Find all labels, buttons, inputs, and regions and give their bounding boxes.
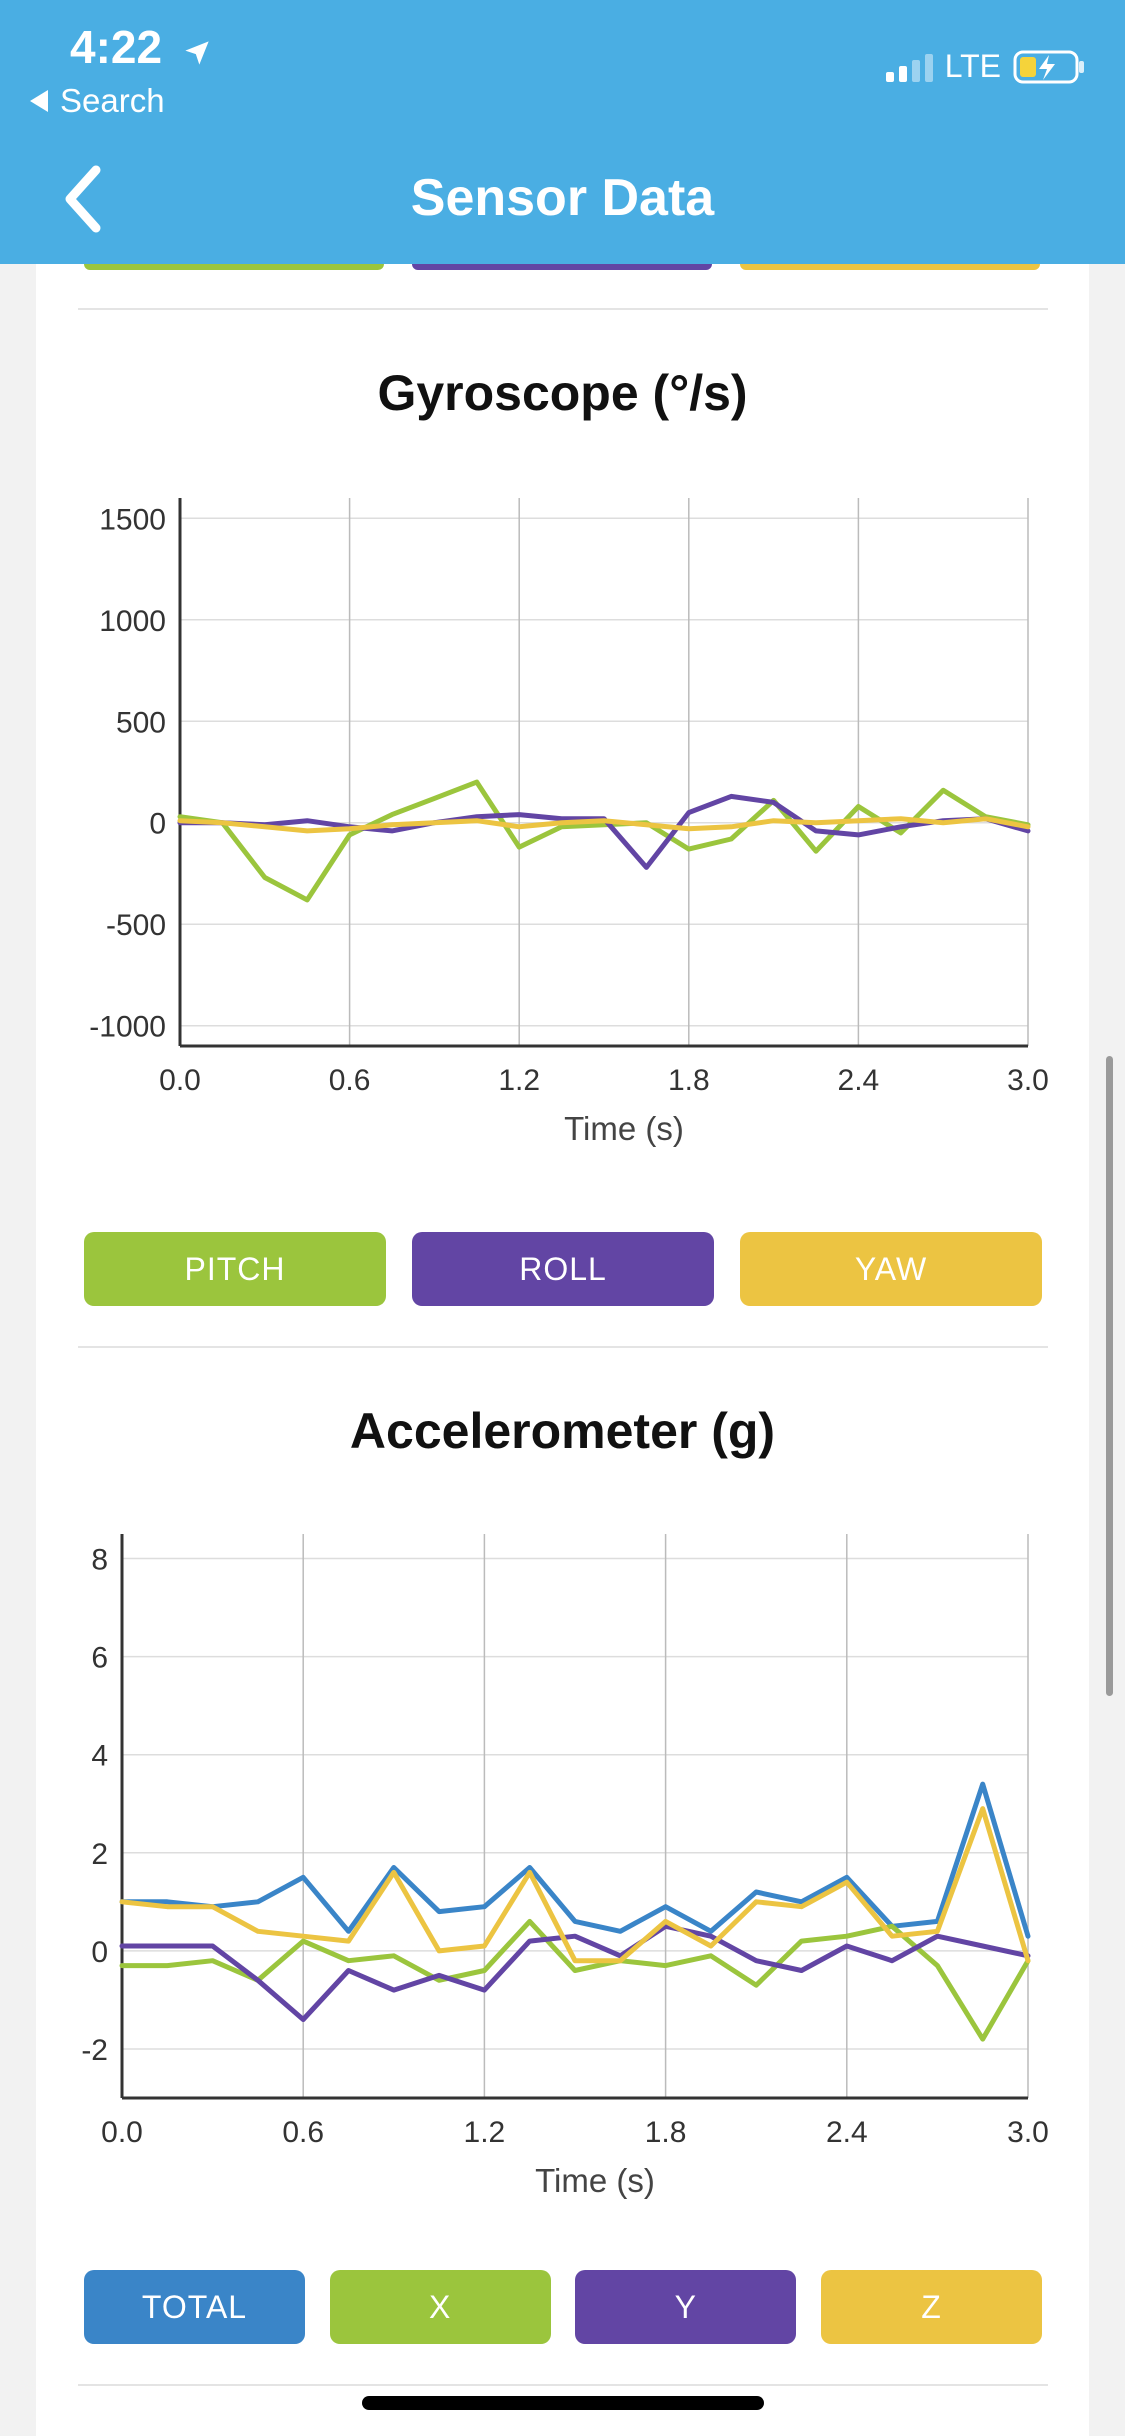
x-button[interactable]: X [329,2270,551,2344]
location-arrow-icon [183,24,211,78]
accelerometer-chart: 8 6 4 2 0 -2 0.0 0.6 1.2 1.8 2.4 3.0 Time (s) [81,1534,1049,2199]
x-tick-label: 1.8 [645,2116,687,2149]
x-axis-title: Time (s) [564,1110,684,1147]
y-tick-label: 6 [91,1642,108,1675]
x-tick-label: 3.0 [1007,1064,1049,1097]
y-tick-label: -500 [106,909,166,942]
x-tick-label: 1.8 [668,1064,710,1097]
x-tick-label: 3.0 [1007,2116,1049,2149]
x-tick-label: 0.0 [159,1064,201,1097]
battery-charging-icon [1013,50,1085,84]
app-header: 4:22 Search LTE Sensor Data [0,0,1125,264]
section-divider [78,308,1048,310]
network-type: LTE [944,48,1001,84]
home-indicator[interactable] [362,2396,764,2410]
peek-button-green[interactable] [84,264,384,270]
gyroscope-chart: 1500 1000 500 0 -500 -1000 0.0 0.6 1.2 1.8 2.4 3.0 T… [89,498,1049,1147]
back-triangle-icon [30,82,50,120]
back-to-app-link[interactable]: Search [30,82,165,120]
peek-button-purple[interactable] [412,264,712,270]
pitch-button[interactable]: PITCH [84,1232,386,1306]
signal-strength-icon [885,52,933,82]
gyroscope-series-buttons: PITCH ROLL YAW [84,1232,1042,1306]
accelerometer-series-buttons: TOTAL X Y Z [84,2270,1042,2344]
series-line-y [119,1923,1031,2022]
status-indicators: LTE [885,48,1085,85]
series-line-yaw [177,816,1031,834]
x-tick-label: 2.4 [826,2116,868,2149]
y-tick-label: -1000 [89,1011,166,1044]
y-tick-label: 1500 [99,503,166,536]
roll-button[interactable]: ROLL [412,1232,714,1306]
x-tick-label: 0.6 [282,2116,324,2149]
sensor-data-panel: Gyroscope (°/s) 1500 1000 500 0 -500 -1000 0.0… [36,264,1089,2436]
z-button[interactable]: Z [820,2270,1042,2344]
y-tick-label: 500 [116,706,166,739]
y-tick-label: 0 [149,808,166,841]
x-tick-label: 0.0 [101,2116,143,2149]
series-line-z [119,1806,1031,1964]
y-button[interactable]: Y [575,2270,797,2344]
accelerometer-title: Accelerometer (g) [349,1403,776,1459]
chevron-left-icon[interactable] [60,164,104,239]
y-tick-label: -2 [81,2034,108,2067]
section-divider [78,2384,1048,2386]
y-tick-label: 2 [91,1838,108,1871]
series-line-x [119,1918,1031,2042]
x-tick-label: 0.6 [329,1064,371,1097]
status-time: 4:22 [70,20,211,78]
peek-button-yellow[interactable] [740,264,1040,270]
series-line-pitch [177,779,1031,903]
gyroscope-title: Gyroscope (°/s) [377,365,748,421]
x-tick-label: 1.2 [498,1064,540,1097]
y-tick-label: 0 [91,1936,108,1969]
scrollbar[interactable] [1106,1056,1113,1696]
x-tick-label: 1.2 [464,2116,506,2149]
y-tick-label: 8 [91,1544,108,1577]
y-tick-label: 4 [91,1740,108,1773]
y-tick-label: 1000 [99,605,166,638]
total-button[interactable]: TOTAL [84,2270,305,2344]
x-tick-label: 2.4 [838,1064,880,1097]
yaw-button[interactable]: YAW [740,1232,1042,1306]
section-divider [78,1346,1048,1348]
x-axis-title: Time (s) [535,2162,655,2199]
page-title: Sensor Data [410,169,715,227]
series-line-total [119,1781,1031,1939]
